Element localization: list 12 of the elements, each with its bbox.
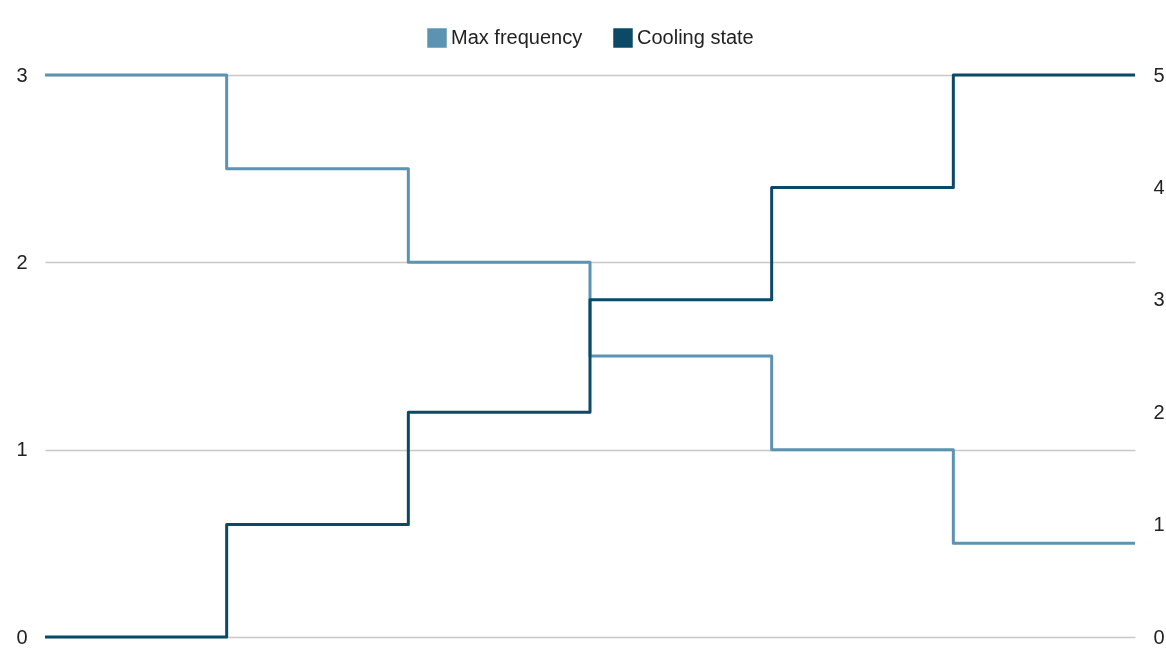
y2-tick-label: 2 bbox=[1153, 400, 1165, 423]
y2-tick-label: 5 bbox=[1153, 63, 1165, 86]
y-tick-label: 1 bbox=[16, 438, 28, 461]
y-tick-label: 2 bbox=[16, 250, 28, 273]
y-tick-label: 3 bbox=[16, 63, 28, 86]
y2-tick-label: 4 bbox=[1153, 175, 1165, 198]
legend-label: Max frequency bbox=[451, 26, 583, 48]
y2-tick-label: 3 bbox=[1153, 288, 1165, 311]
y2-tick-label: 0 bbox=[1153, 625, 1165, 648]
y2-tick-label: 1 bbox=[1153, 513, 1165, 536]
legend-label: Cooling state bbox=[637, 26, 754, 48]
y-tick-label: 0 bbox=[16, 625, 28, 648]
